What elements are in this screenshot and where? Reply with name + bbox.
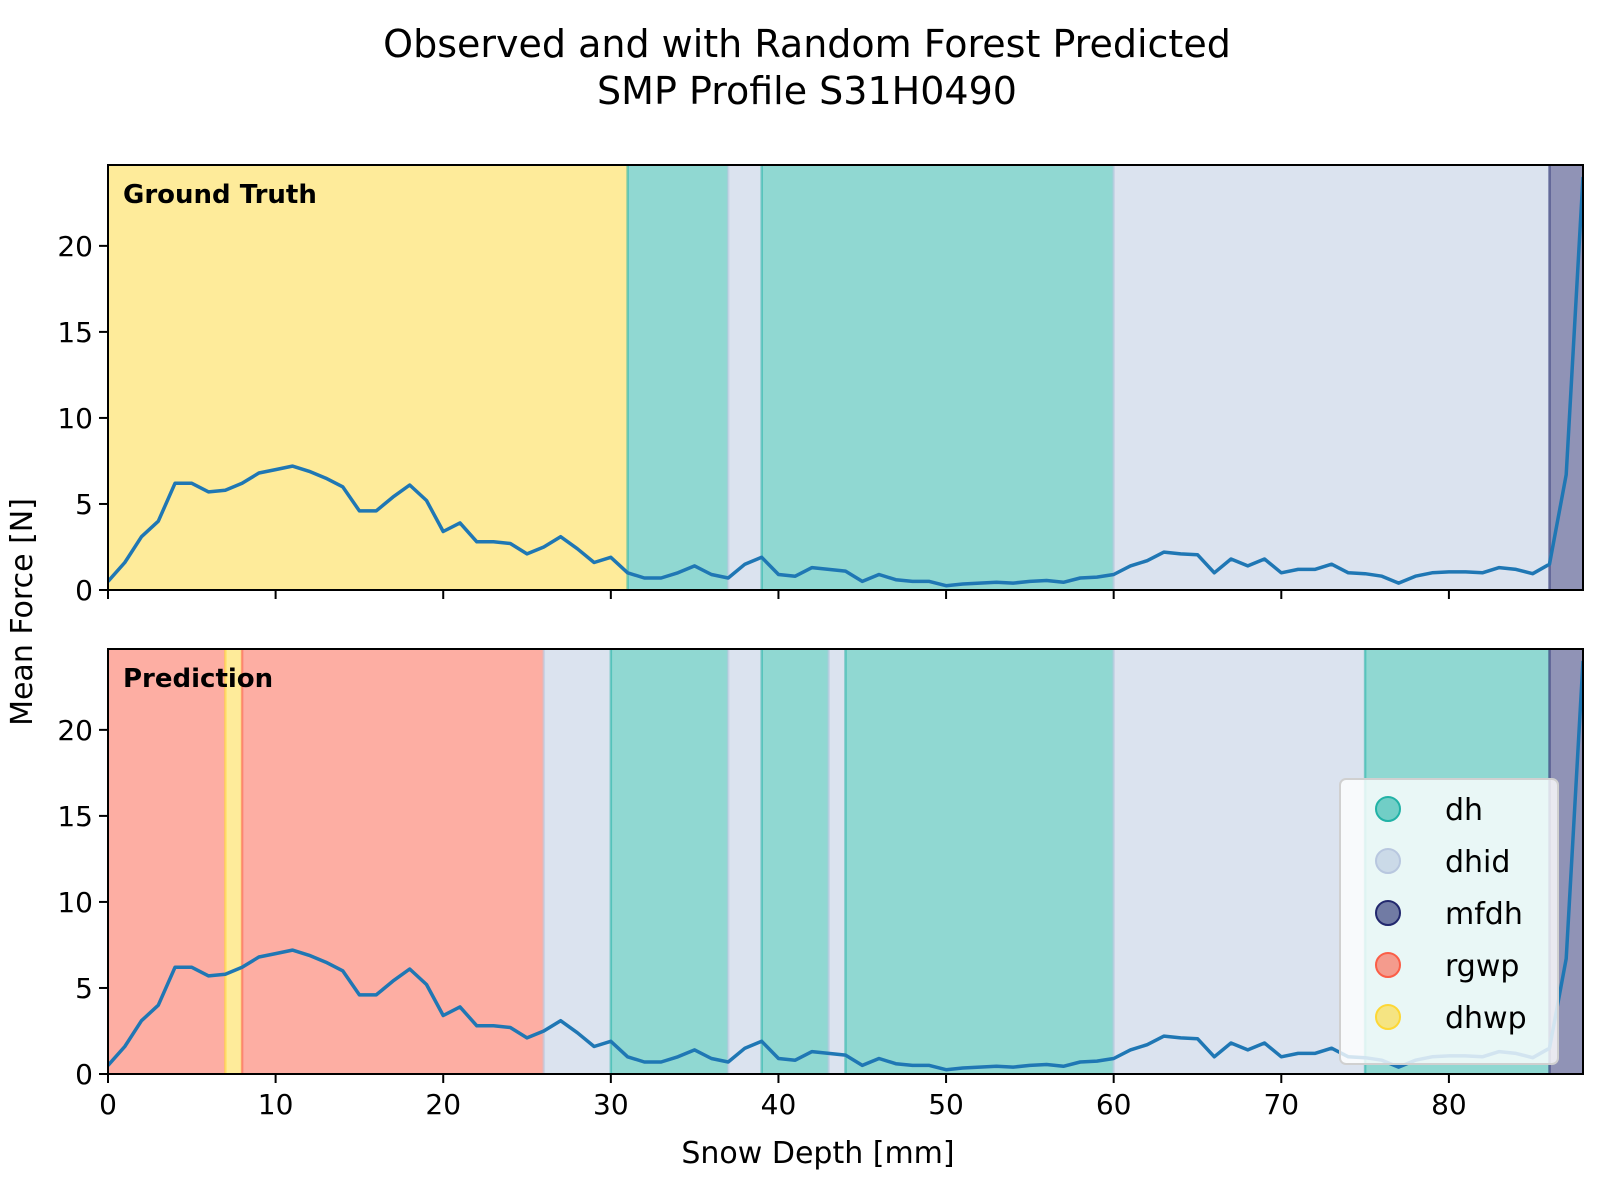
legend-marker-dh <box>1375 796 1401 822</box>
legend-marker-rgwp <box>1375 952 1401 978</box>
y-tick-label: 10 <box>57 886 93 919</box>
legend-marker-dhid <box>1375 848 1401 874</box>
segment-dhwp <box>225 649 243 1074</box>
chart-title-line-1: Observed and with Random Forest Predicte… <box>383 22 1231 66</box>
legend-label-dhwp: dhwp <box>1445 1001 1527 1036</box>
y-tick-label: 5 <box>75 972 93 1005</box>
y-tick-label: 5 <box>75 488 93 521</box>
panels: 0 5 10 15 20 Ground Truth 0 5 10 15 20 0 10 20 30 40 50 6… <box>57 164 1584 1121</box>
y-tick-label: 15 <box>57 800 93 833</box>
x-tick-label: 60 <box>1096 1088 1132 1121</box>
segment-rgwp <box>242 649 544 1074</box>
y-tick-label: 0 <box>75 574 93 607</box>
segment-dhid <box>1113 165 1550 590</box>
panel-prediction: 0 5 10 15 20 0 10 20 30 40 50 60 70 80 Prediction dh dhi… <box>57 648 1584 1121</box>
x-tick-label: 0 <box>99 1088 117 1121</box>
segment-dh <box>610 649 729 1074</box>
panel-label: Ground Truth <box>123 180 317 210</box>
segment-dhid <box>1113 649 1366 1074</box>
segment-dh <box>761 649 829 1074</box>
legend-marker-dhwp <box>1375 1004 1401 1030</box>
panel-ground-truth: 0 5 10 15 20 Ground Truth <box>57 164 1584 607</box>
plot-frame <box>107 164 1584 591</box>
legend-label-dhid: dhid <box>1445 845 1510 880</box>
segment-dh <box>845 649 1114 1074</box>
y-tick-label: 20 <box>57 230 93 263</box>
x-tick-label: 10 <box>258 1088 294 1121</box>
segment-dhid <box>828 649 846 1074</box>
force-profile-line <box>108 176 1583 588</box>
x-tick-label: 20 <box>425 1088 461 1121</box>
force-profile-line <box>108 660 1583 1072</box>
y-axis-label: Mean Force [N] <box>5 498 40 726</box>
legend-label-rgwp: rgwp <box>1445 949 1519 984</box>
panel-label: Prediction <box>123 664 273 694</box>
x-tick-label: 40 <box>761 1088 797 1121</box>
y-tick-label: 20 <box>57 714 93 747</box>
y-tick-label: 0 <box>75 1058 93 1091</box>
x-axis-label: Snow Depth [mm] <box>681 1136 954 1171</box>
segment-dh <box>761 165 1114 590</box>
legend-label-dh: dh <box>1445 793 1483 828</box>
segment-dh <box>627 165 729 590</box>
legend: dh dhid mfdh rgwp dhwp <box>1339 778 1559 1065</box>
segment-rgwp <box>108 649 226 1074</box>
x-tick-label: 70 <box>1263 1088 1299 1121</box>
chart-title-line-2: SMP Profile S31H0490 <box>597 69 1017 113</box>
x-tick-label: 50 <box>928 1088 964 1121</box>
segment-dhid <box>543 649 611 1074</box>
y-tick-label: 15 <box>57 316 93 349</box>
x-tick-label: 30 <box>593 1088 629 1121</box>
segment-dhwp <box>108 165 628 590</box>
x-tick-label: 80 <box>1431 1088 1467 1121</box>
legend-label-mfdh: mfdh <box>1445 897 1523 932</box>
segment-mfdh <box>1549 165 1583 590</box>
segment-dhid <box>728 649 762 1074</box>
y-tick-label: 10 <box>57 402 93 435</box>
legend-marker-mfdh <box>1375 900 1401 926</box>
plot-frame <box>107 648 1584 1075</box>
segment-dhid <box>728 165 762 590</box>
